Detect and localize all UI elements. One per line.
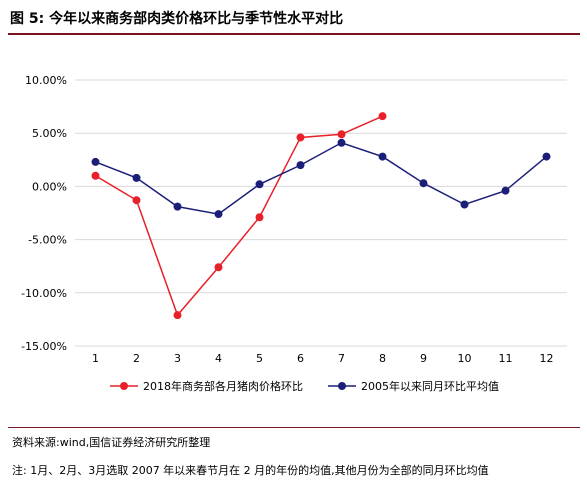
series-2-point: [132, 173, 141, 182]
footer-rule: [8, 427, 580, 428]
series-2-point: [214, 210, 223, 219]
series-2-point: [255, 180, 264, 189]
series-1-point: [214, 263, 223, 272]
y-tick-label: -5.00%: [28, 234, 67, 247]
legend-label: 2018年商务部各月猪肉价格环比: [143, 379, 303, 393]
series-line-2: [95, 141, 547, 215]
series-1-point: [337, 130, 346, 139]
x-tick-label: 1: [92, 352, 99, 365]
x-tick-label: 12: [540, 352, 554, 365]
series-2-point: [337, 138, 346, 147]
footnote: 注: 1月、2月、3月选取 2007 年以来春节月在 2 月的年份的均值,其他月…: [12, 464, 489, 477]
series-2-point: [296, 161, 305, 170]
y-tick-label: 10.00%: [25, 74, 67, 87]
series-2-point: [378, 152, 387, 161]
x-tick-label: 8: [379, 352, 386, 365]
series-line-1: [95, 115, 383, 317]
line-chart: 10.00%5.00%0.00%-5.00%-10.00%-15.00%1 2 3 4…: [21, 74, 567, 393]
y-tick-label: -15.00%: [21, 340, 67, 353]
y-tick-label: -10.00%: [21, 287, 67, 300]
series-2-point: [542, 152, 551, 161]
legend-swatch-marker: [338, 382, 346, 390]
x-tick-label: 10: [458, 352, 472, 365]
x-tick-label: 6: [297, 352, 304, 365]
y-tick-label: 5.00%: [32, 127, 67, 140]
series-1-point: [132, 196, 141, 205]
series-1-point: [91, 171, 100, 180]
series-1-point: [173, 311, 182, 320]
x-tick-label: 3: [174, 352, 181, 365]
legend-label: 2005年以来同月环比平均值: [361, 379, 499, 393]
series-1-point: [255, 213, 264, 222]
x-tick-label: 5: [256, 352, 263, 365]
x-tick-label: 11: [499, 352, 513, 365]
figure-title: 图 5: 今年以来商务部肉类价格环比与季节性水平对比: [10, 11, 344, 27]
x-tick-label: 4: [215, 352, 222, 365]
series-2-point: [460, 200, 469, 209]
x-tick-label: 2: [133, 352, 140, 365]
series-2-point: [173, 202, 182, 211]
series-2-point: [91, 157, 100, 166]
series-1-point: [296, 133, 305, 142]
series-2-point: [501, 186, 510, 195]
source-note: 资料来源:wind,国信证券经济研究所整理: [12, 436, 211, 449]
series-1-point: [378, 112, 387, 121]
figure-header: 图 5: 今年以来商务部肉类价格环比与季节性水平对比: [0, 0, 587, 34]
legend-swatch-marker: [120, 382, 128, 390]
header-rule: [8, 33, 580, 35]
series-2-point: [419, 179, 428, 188]
x-tick-label: 7: [338, 352, 345, 365]
y-tick-label: 0.00%: [32, 180, 67, 193]
x-tick-label: 9: [420, 352, 427, 365]
